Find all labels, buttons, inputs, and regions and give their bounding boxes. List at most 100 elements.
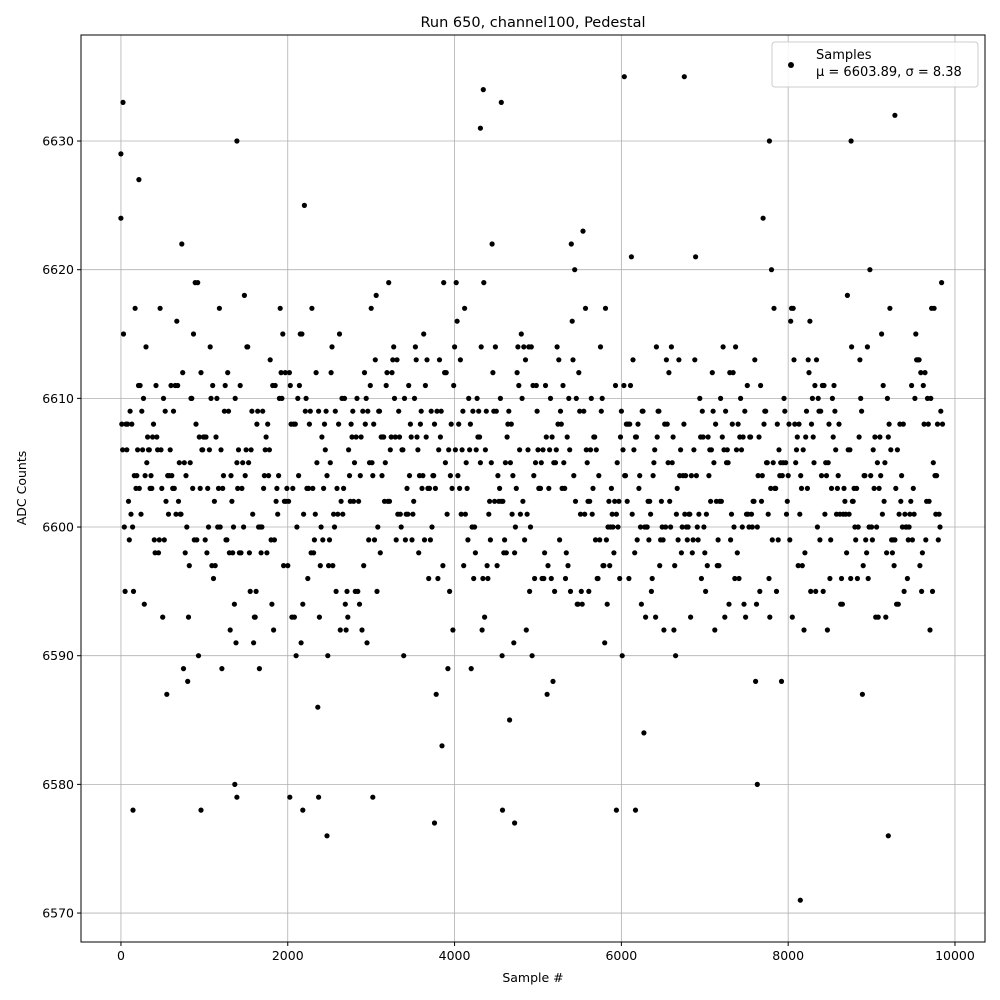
data-point xyxy=(230,550,236,556)
data-point-outlier xyxy=(232,781,238,788)
data-point xyxy=(552,460,559,466)
data-point xyxy=(775,537,781,543)
data-point xyxy=(137,382,143,389)
data-point xyxy=(893,485,899,491)
data-point xyxy=(654,434,660,440)
data-point xyxy=(301,202,307,208)
data-point xyxy=(168,382,174,389)
data-point xyxy=(613,511,620,517)
data-point xyxy=(148,473,154,479)
data-point xyxy=(669,460,675,466)
data-point xyxy=(685,524,691,530)
data-point xyxy=(691,447,697,453)
data-point-outlier xyxy=(477,125,483,131)
data-point xyxy=(848,575,854,582)
data-point xyxy=(767,614,773,620)
data-point xyxy=(293,653,299,659)
data-point xyxy=(361,563,367,569)
data-point xyxy=(862,473,868,479)
data-point xyxy=(494,563,500,569)
data-point xyxy=(668,524,674,530)
data-point xyxy=(454,318,460,324)
data-point xyxy=(805,357,811,363)
data-point xyxy=(311,550,317,556)
data-point xyxy=(619,653,625,659)
data-point xyxy=(415,447,421,453)
data-point xyxy=(335,511,341,517)
data-point xyxy=(909,382,915,389)
data-point xyxy=(374,588,380,595)
data-point xyxy=(431,421,438,427)
data-point xyxy=(708,447,715,453)
data-point xyxy=(702,550,708,556)
data-point xyxy=(927,627,933,633)
data-point xyxy=(724,447,730,453)
data-point xyxy=(899,473,905,479)
data-point xyxy=(879,511,886,517)
data-point xyxy=(364,640,370,646)
data-point xyxy=(434,408,440,414)
data-point xyxy=(541,575,547,582)
data-point xyxy=(889,550,896,556)
data-point xyxy=(217,524,223,530)
data-point xyxy=(196,434,202,440)
data-point xyxy=(281,563,287,569)
data-point xyxy=(675,537,681,543)
data-point xyxy=(164,691,170,697)
data-point xyxy=(697,395,703,401)
data-point xyxy=(803,408,810,414)
data-point xyxy=(562,575,569,582)
x-tick-label: 4000 xyxy=(439,948,471,963)
data-point xyxy=(495,473,501,479)
data-point xyxy=(881,498,887,504)
data-point xyxy=(170,408,177,414)
data-point xyxy=(679,524,685,530)
data-point xyxy=(542,550,548,556)
data-point xyxy=(804,485,811,491)
data-point xyxy=(567,588,574,595)
data-point xyxy=(648,588,655,595)
data-point xyxy=(262,447,268,453)
data-point xyxy=(473,447,479,453)
data-point xyxy=(871,485,877,491)
data-point xyxy=(885,434,891,440)
data-point xyxy=(808,588,814,595)
data-point xyxy=(828,537,834,543)
data-point xyxy=(581,408,587,414)
data-point xyxy=(488,460,494,466)
data-point xyxy=(635,421,641,427)
data-point xyxy=(204,550,210,556)
data-point xyxy=(358,434,364,440)
data-point xyxy=(722,614,728,620)
data-point xyxy=(401,653,407,659)
data-point xyxy=(528,344,534,350)
data-point xyxy=(470,408,476,414)
data-point xyxy=(660,537,666,543)
data-point xyxy=(664,421,670,427)
data-point xyxy=(624,498,630,504)
data-point xyxy=(404,485,410,491)
data-point xyxy=(560,382,566,389)
data-point xyxy=(783,511,790,517)
data-point xyxy=(712,627,718,633)
data-point xyxy=(252,614,258,620)
data-point xyxy=(678,550,685,556)
data-point xyxy=(788,318,794,324)
data-point xyxy=(314,460,320,466)
data-point xyxy=(306,421,312,427)
data-point xyxy=(239,485,245,491)
data-point xyxy=(134,473,140,479)
data-point xyxy=(798,485,805,491)
data-point xyxy=(716,563,722,569)
data-point xyxy=(439,743,445,749)
data-point xyxy=(246,550,252,556)
data-point xyxy=(734,550,740,556)
data-point xyxy=(661,627,667,633)
data-point xyxy=(419,485,425,491)
data-point xyxy=(457,485,463,491)
data-point xyxy=(126,537,132,543)
data-point xyxy=(768,485,774,491)
data-point-outlier xyxy=(324,833,330,839)
data-point xyxy=(810,434,816,440)
data-point xyxy=(696,511,702,517)
